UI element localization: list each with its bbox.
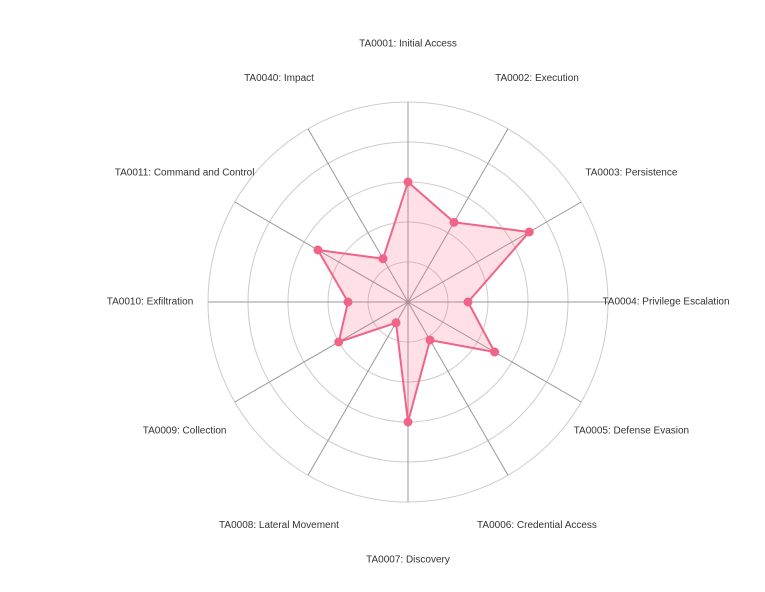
axis-label-11: TA0040: Impact — [244, 73, 314, 84]
axis-spoke — [407, 128, 509, 303]
data-point-2[interactable] — [524, 227, 534, 237]
data-point-1[interactable] — [449, 217, 459, 227]
data-point-3[interactable] — [463, 297, 473, 307]
axis-label-4: TA0005: Defense Evasion — [574, 426, 689, 437]
axis-label-8: TA0009: Collection — [143, 426, 227, 437]
axis-label-3: TA0004: Privilege Escalation — [602, 297, 729, 308]
data-point-0[interactable] — [403, 177, 413, 187]
axis-label-9: TA0010: Exfiltration — [107, 297, 194, 308]
radar-series — [313, 177, 534, 427]
axis-label-6: TA0007: Discovery — [366, 555, 450, 566]
axis-label-1: TA0002: Execution — [495, 73, 579, 84]
data-point-9[interactable] — [343, 297, 353, 307]
axis-spoke — [307, 128, 409, 303]
axis-labels: TA0001: Initial Access TA0002: Execution T… — [107, 39, 730, 566]
axis-spoke — [234, 301, 409, 403]
axis-label-5: TA0006: Credential Access — [477, 520, 597, 531]
data-point-4[interactable] — [490, 347, 500, 357]
axis-label-2: TA0003: Persistence — [585, 168, 678, 179]
data-point-8[interactable] — [334, 337, 344, 347]
data-point-10[interactable] — [313, 245, 323, 255]
axis-label-7: TA0008: Lateral Movement — [219, 520, 339, 531]
data-point-11[interactable] — [378, 254, 388, 264]
axis-spoke — [307, 301, 409, 476]
axis-label-0: TA0001: Initial Access — [359, 39, 457, 50]
axis-spoke — [407, 201, 582, 303]
data-point-7[interactable] — [391, 318, 401, 328]
axis-label-10: TA0011: Command and Control — [115, 168, 255, 179]
data-point-5[interactable] — [425, 335, 435, 345]
data-point-6[interactable] — [403, 417, 413, 427]
axis-spoke — [407, 301, 509, 476]
